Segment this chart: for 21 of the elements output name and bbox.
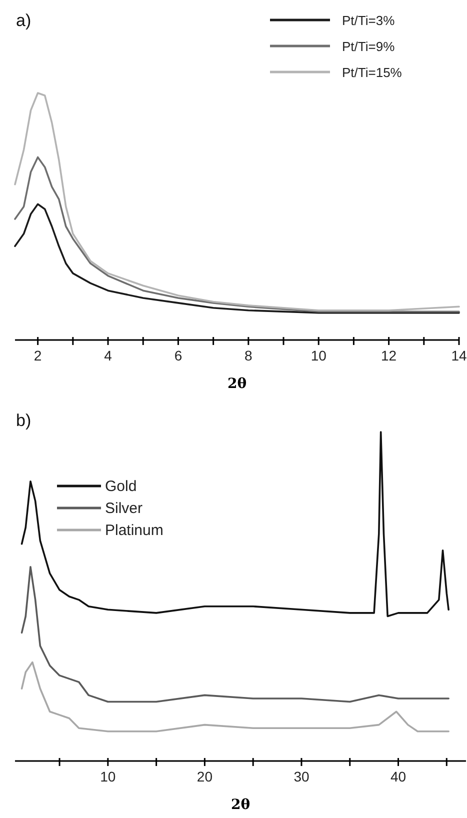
legend-label: Pt/Ti=15%: [342, 65, 402, 80]
x-tick-label: 30: [294, 768, 310, 785]
x-tick-label: 20: [196, 768, 213, 785]
legend-label: Pt/Ti=3%: [342, 13, 396, 28]
x-axis-title: 2θ: [227, 376, 247, 392]
legend-label: Silver: [105, 500, 143, 517]
legend-label: Pt/Ti=9%: [342, 39, 396, 54]
x-tick-label: 8: [244, 348, 253, 364]
x-tick-label: 10: [100, 768, 116, 785]
x-tick-label: 12: [381, 348, 397, 364]
x-axis-title: 2θ: [230, 797, 250, 813]
x-tick-label: 4: [104, 348, 112, 364]
x-tick-label: 14: [451, 348, 467, 364]
chart-title: b): [16, 411, 32, 430]
legend-label: Gold: [105, 478, 137, 495]
x-tick-label: 6: [174, 348, 182, 364]
x-tick-label: 10: [310, 348, 327, 364]
x-tick-label: 2: [34, 348, 42, 364]
legend-label: Platinum: [105, 522, 164, 539]
x-tick-label: 40: [390, 768, 406, 785]
chart-title: a): [16, 11, 32, 30]
